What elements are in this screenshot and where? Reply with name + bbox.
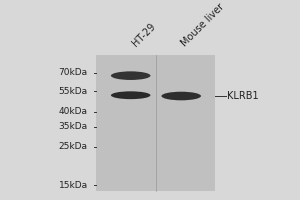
Ellipse shape — [161, 92, 201, 100]
Text: 35kDa: 35kDa — [58, 122, 88, 131]
Text: 55kDa: 55kDa — [58, 87, 88, 96]
Text: 15kDa: 15kDa — [58, 181, 88, 190]
Ellipse shape — [111, 71, 150, 80]
Ellipse shape — [111, 91, 150, 99]
Text: 40kDa: 40kDa — [58, 107, 88, 116]
Text: HT-29: HT-29 — [131, 21, 158, 48]
Text: 25kDa: 25kDa — [58, 142, 88, 151]
Text: KLRB1: KLRB1 — [227, 91, 259, 101]
Text: Mouse liver: Mouse liver — [180, 1, 226, 48]
Bar — [97, 55, 215, 191]
Text: 70kDa: 70kDa — [58, 68, 88, 77]
